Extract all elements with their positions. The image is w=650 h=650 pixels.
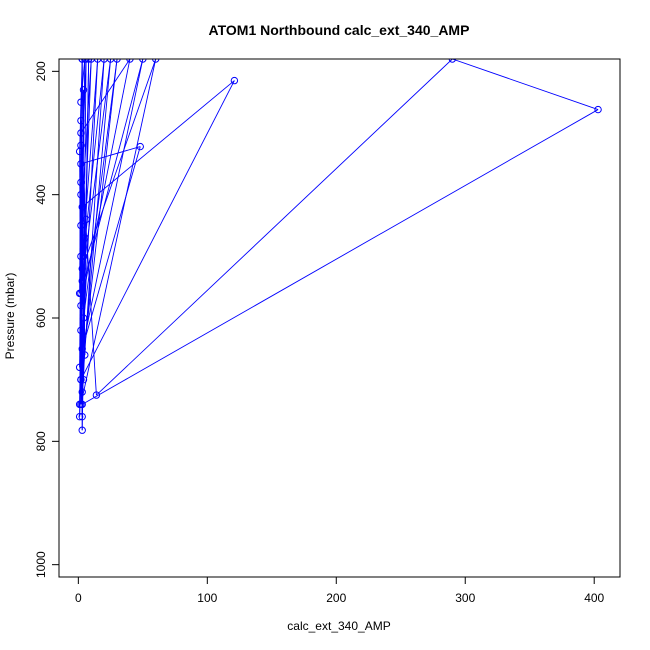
- data-point: [82, 59, 90, 63]
- data-point: [136, 142, 144, 151]
- series-segment: [80, 59, 157, 405]
- series-segment: [80, 59, 118, 380]
- data-point: [87, 59, 95, 63]
- data-point: [78, 264, 86, 273]
- data-point: [78, 59, 86, 63]
- data-point: [78, 412, 86, 421]
- data-point: [79, 314, 88, 322]
- y-tick-label: 600: [34, 308, 48, 328]
- x-tick-label: 100: [197, 591, 217, 605]
- x-tick-label: 200: [326, 591, 346, 605]
- y-axis-ticks: 200 400 600 800 1000: [34, 61, 59, 578]
- x-axis-label: calc_ext_340_AMP: [287, 619, 390, 633]
- y-axis-label: Pressure (mbar): [3, 273, 17, 360]
- data-point: [78, 345, 86, 353]
- data-point: [78, 203, 86, 211]
- data-point: [78, 426, 86, 434]
- data-point: [77, 301, 85, 310]
- y-tick-label: 400: [34, 184, 48, 204]
- data-point: [93, 59, 102, 63]
- data-point: [113, 59, 121, 63]
- data-point: [139, 59, 147, 63]
- data-point: [77, 141, 85, 150]
- data-point: [77, 190, 85, 199]
- data-point: [77, 326, 85, 335]
- data-point: [126, 59, 134, 63]
- data-point: [79, 86, 88, 94]
- series-segment: [81, 59, 144, 349]
- series-segment: [81, 59, 157, 269]
- data-point: [448, 59, 457, 63]
- data-point: [81, 234, 89, 242]
- data-point: [77, 289, 85, 298]
- data-point: [77, 98, 85, 106]
- data-point: [77, 116, 85, 125]
- data-point: [100, 59, 108, 63]
- series-segment: [79, 59, 83, 417]
- series-segment: [81, 80, 235, 208]
- data-point: [77, 375, 85, 384]
- series-segment: [80, 80, 235, 380]
- series-segment: [83, 59, 105, 257]
- series-segment: [80, 146, 141, 165]
- series-segment: [80, 59, 144, 294]
- data-point: [152, 59, 160, 63]
- data-point: [230, 76, 239, 85]
- data-point: [106, 59, 115, 63]
- data-point: [78, 277, 86, 285]
- plot-frame: [58, 58, 621, 578]
- data-point: [81, 351, 89, 359]
- data-point: [594, 105, 602, 114]
- data-point: [79, 252, 88, 261]
- data-point: [92, 391, 101, 399]
- x-tick-label: 400: [584, 591, 604, 605]
- y-tick-label: 800: [34, 431, 48, 451]
- series-segment: [452, 59, 599, 110]
- data-point: [79, 375, 88, 384]
- series-segment: [79, 219, 87, 417]
- series-segment: [80, 256, 86, 356]
- series-segment: [96, 59, 453, 396]
- data-point: [77, 252, 85, 261]
- x-tick-label: 0: [75, 591, 82, 605]
- data-point: [84, 59, 93, 63]
- data-point: [75, 412, 84, 421]
- data-point: [78, 400, 86, 409]
- data-point: [77, 160, 85, 168]
- chart-title: ATOM1 Northbound calc_ext_340_AMP: [209, 22, 470, 38]
- x-tick-label: 300: [455, 591, 475, 605]
- data-point: [77, 178, 85, 187]
- data-point: [75, 363, 84, 372]
- y-tick-label: 1000: [34, 551, 48, 578]
- x-axis-ticks: 0 100 200 300 400: [75, 577, 605, 605]
- data-point: [77, 221, 85, 230]
- y-tick-label: 200: [34, 61, 48, 81]
- series-segment: [81, 109, 599, 405]
- data-point: [78, 388, 86, 396]
- data-point: [82, 215, 90, 224]
- data-point: [77, 129, 85, 137]
- series-segment: [80, 59, 131, 306]
- series-layer: [75, 59, 602, 434]
